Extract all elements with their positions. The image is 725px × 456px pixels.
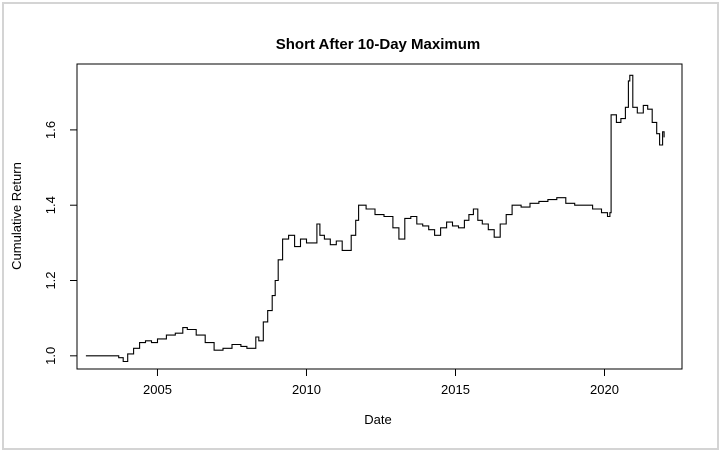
plot-area-border <box>76 63 683 370</box>
series-layer <box>85 74 665 363</box>
y-tick-label: 1.2 <box>43 271 58 289</box>
line-chart: Short After 10-Day Maximum 2005 2010 2015 2… <box>9 36 683 427</box>
x-axis: 2005 2010 2015 2020 <box>143 369 619 397</box>
x-tick-label: 2015 <box>441 382 470 397</box>
series-line-0 <box>85 74 665 363</box>
y-tick-label: 1.4 <box>43 196 58 214</box>
y-axis-title: Cumulative Return <box>9 162 24 270</box>
x-tick-label: 2020 <box>590 382 619 397</box>
y-axis: 1.0 1.2 1.4 1.6 <box>43 121 77 365</box>
y-tick-label: 1.6 <box>43 121 58 139</box>
x-tick-label: 2010 <box>292 382 321 397</box>
x-axis-title: Date <box>364 412 391 427</box>
plot-frame: Short After 10-Day Maximum 2005 2010 2015 2… <box>2 2 719 450</box>
x-tick-label: 2005 <box>143 382 172 397</box>
chart-title: Short After 10-Day Maximum <box>276 36 481 53</box>
y-tick-label: 1.0 <box>43 347 58 365</box>
